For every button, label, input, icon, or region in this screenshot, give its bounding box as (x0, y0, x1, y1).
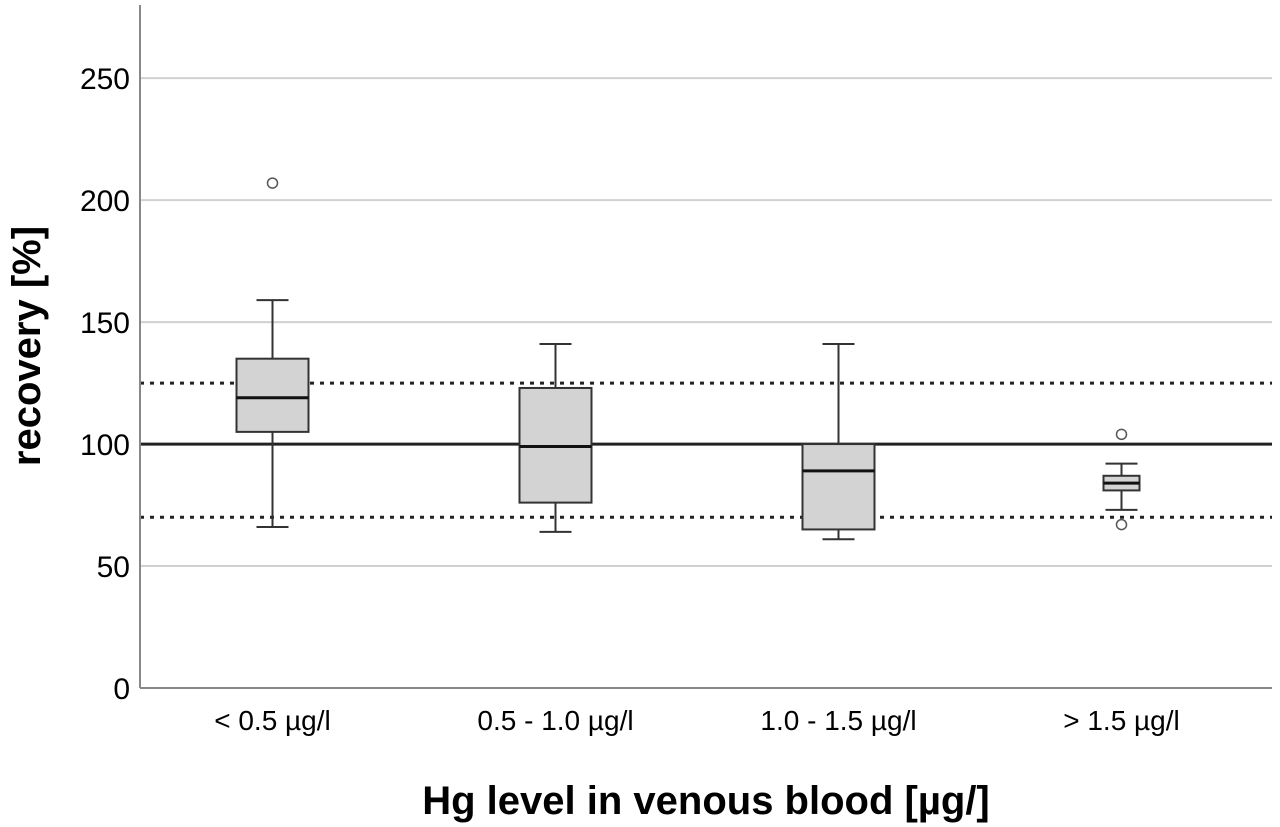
x-tick-label: < 0.5 µg/l (214, 705, 331, 736)
y-axis-title: recovery [%] (5, 226, 49, 466)
outlier-point (1115, 518, 1128, 531)
x-tick-label: 1.0 - 1.5 µg/l (760, 705, 916, 736)
outlier-point (266, 177, 279, 189)
y-tick-label: 50 (97, 551, 130, 584)
y-tick-labels: 0 50 100 150 200 250 (80, 63, 130, 706)
box-group (801, 343, 876, 541)
axes (139, 5, 1272, 689)
box-group (1102, 428, 1141, 531)
x-tick-labels: < 0.5 µg/l 0.5 - 1.0 µg/l 1.0 - 1.5 µg/l > … (214, 705, 1180, 736)
x-axis-title: Hg level in venous blood [µg/] (422, 779, 990, 823)
gridlines (140, 77, 1272, 568)
box-iqr (235, 357, 310, 433)
y-tick-label: 100 (80, 429, 130, 462)
box-iqr (801, 443, 876, 531)
y-tick-label: 150 (80, 307, 130, 340)
outlier-point (1115, 428, 1128, 441)
box-group (518, 343, 593, 533)
y-tick-label: 250 (80, 63, 130, 96)
y-tick-label: 200 (80, 185, 130, 218)
y-tick-label: 0 (113, 673, 130, 706)
x-tick-label: > 1.5 µg/l (1063, 705, 1180, 736)
x-tick-label: 0.5 - 1.0 µg/l (477, 705, 633, 736)
box-group (235, 177, 310, 529)
boxes (235, 177, 1141, 541)
reference-lines (140, 381, 1272, 519)
